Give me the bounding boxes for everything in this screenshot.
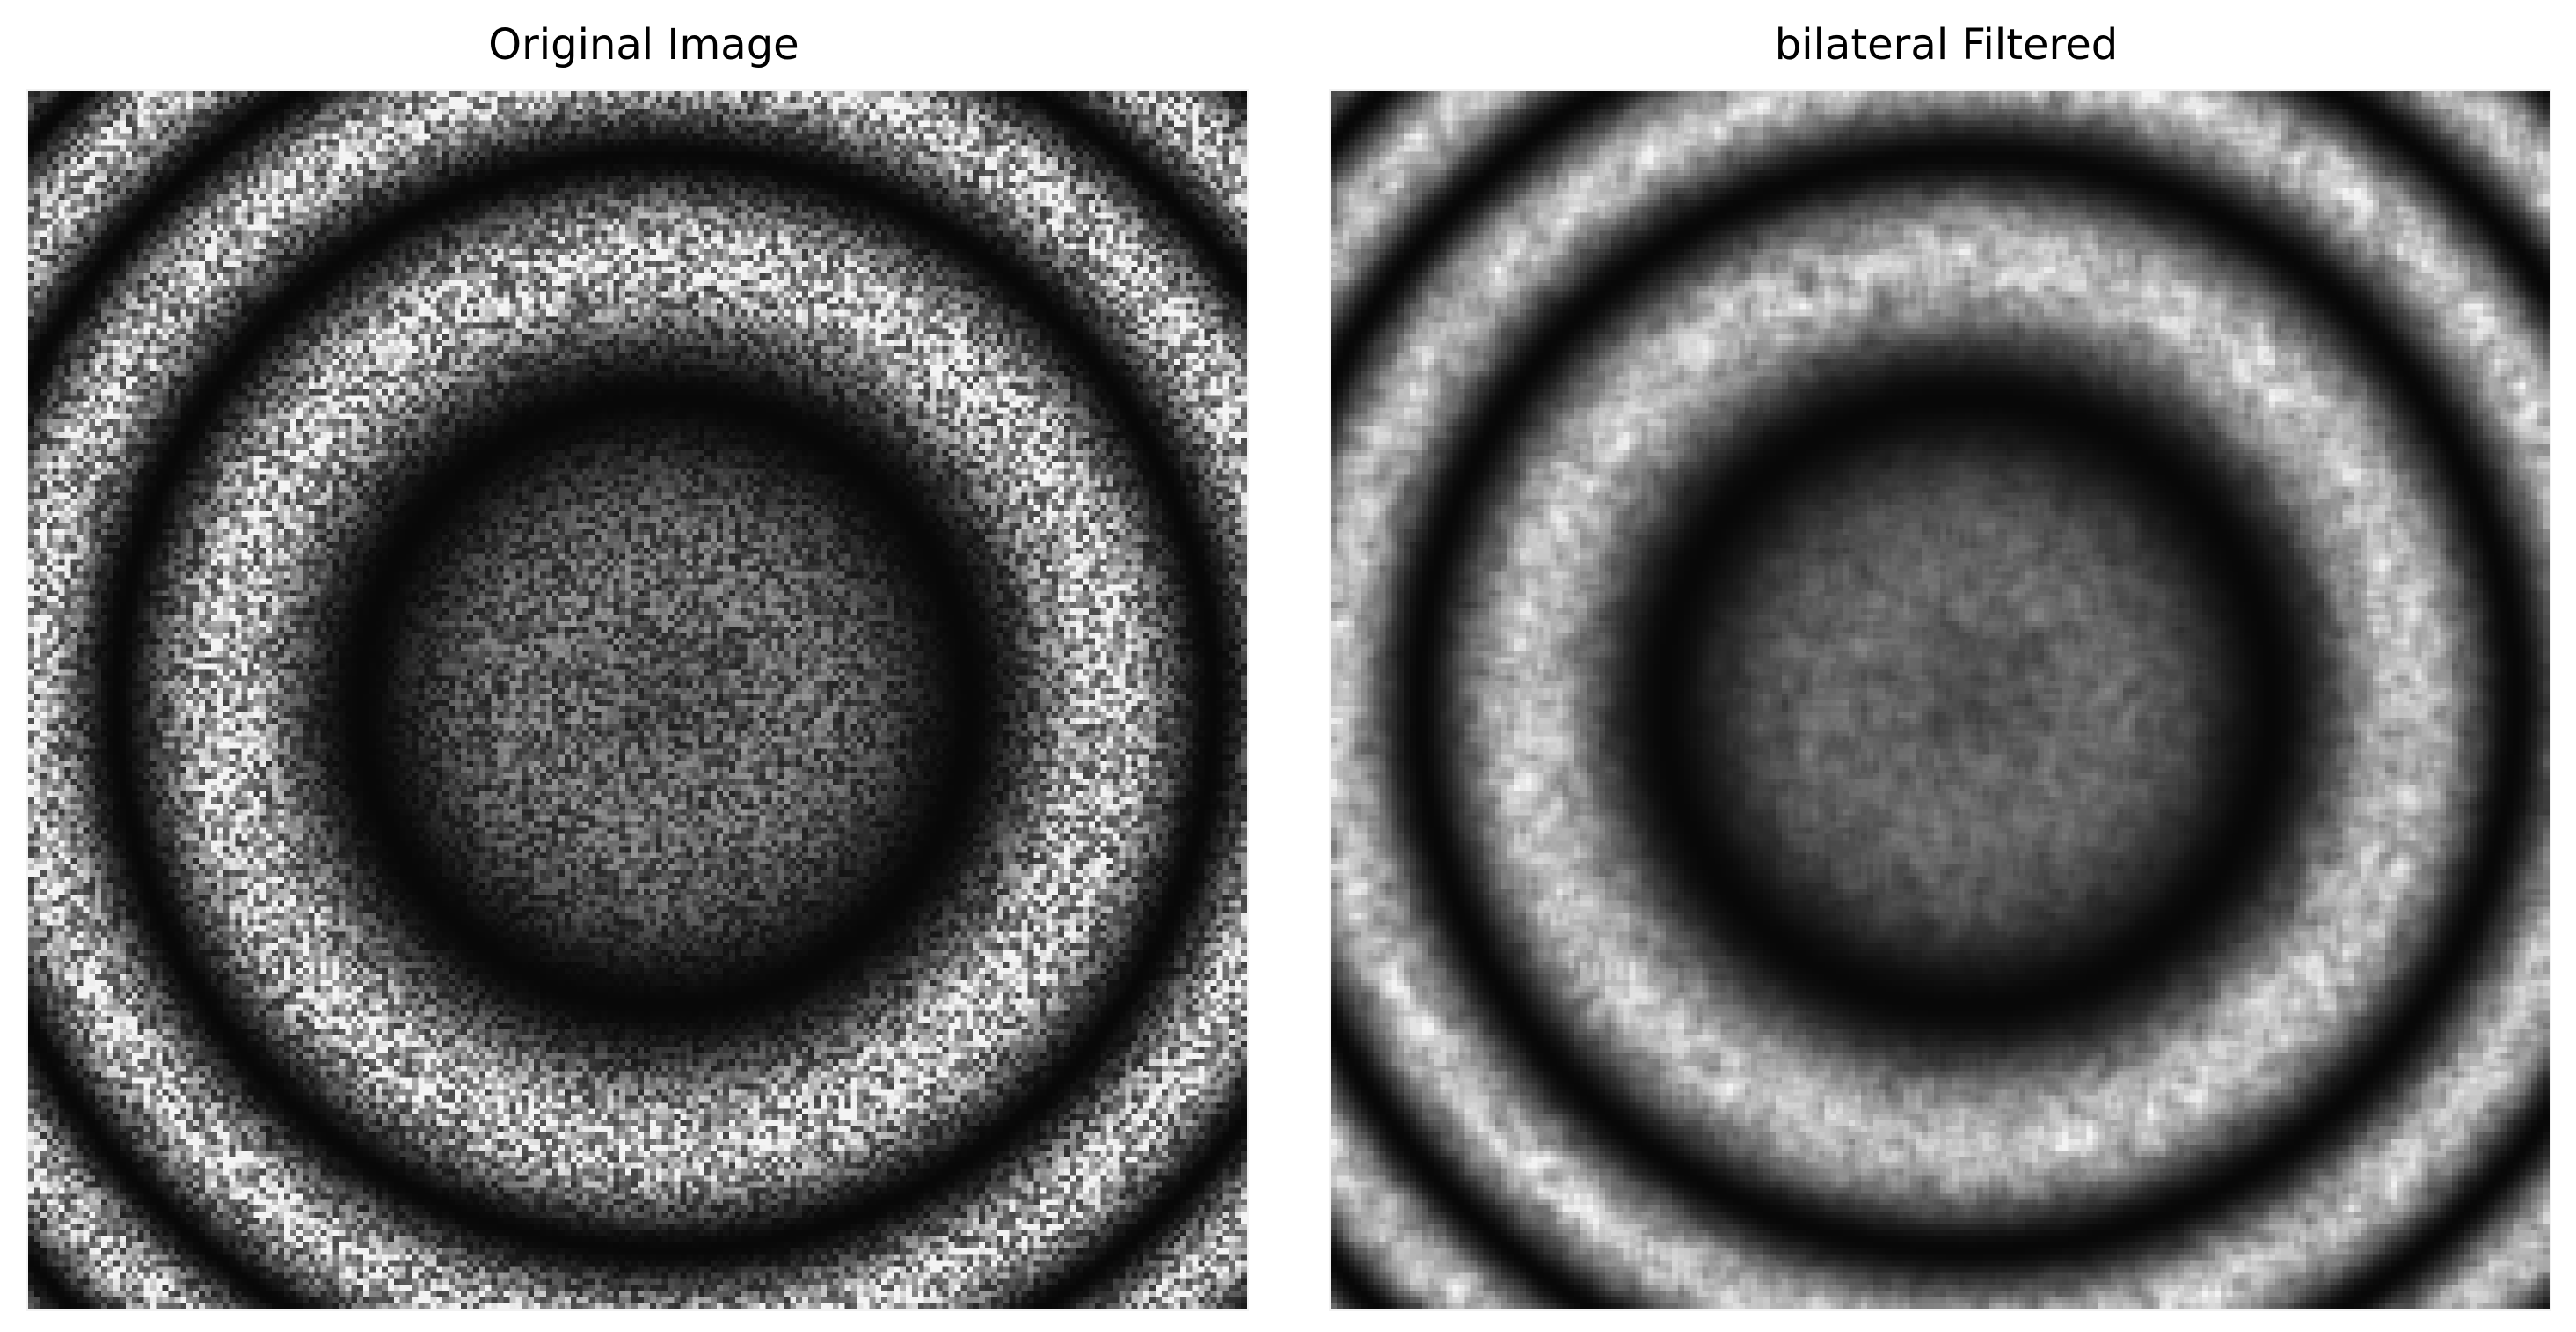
filtered-image-canvas: [1331, 91, 2550, 1309]
panel-title-filtered: bilateral Filtered: [1774, 20, 2119, 69]
original-image: [28, 91, 1247, 1309]
filtered-image-panel: bilateral Filtered: [1331, 0, 2562, 1332]
panel-title-original: Original Image: [488, 20, 799, 69]
filtered-image: [1331, 91, 2550, 1309]
original-image-panel: Original Image: [28, 0, 1259, 1332]
original-image-canvas: [28, 91, 1247, 1309]
